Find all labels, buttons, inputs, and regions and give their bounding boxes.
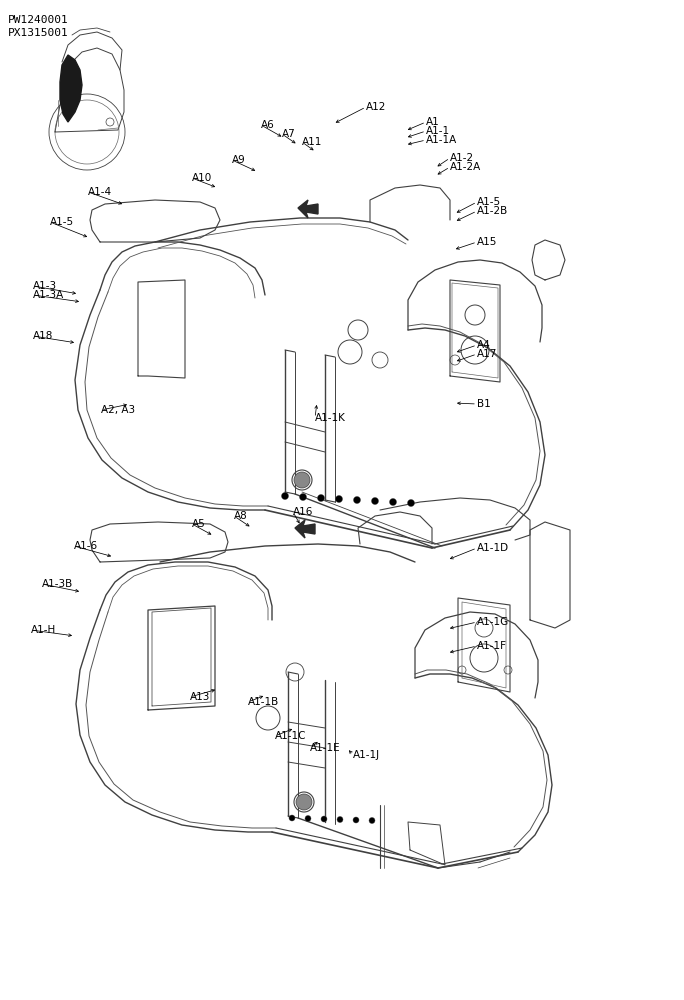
Text: A15: A15 xyxy=(477,237,497,247)
Text: A17: A17 xyxy=(477,349,497,359)
Text: A1-2A: A1-2A xyxy=(450,162,482,172)
Circle shape xyxy=(321,816,327,822)
Text: A1-1F: A1-1F xyxy=(477,641,507,651)
Text: A1-1J: A1-1J xyxy=(353,750,380,760)
Text: PW1240001: PW1240001 xyxy=(8,15,69,25)
Text: A2, A3: A2, A3 xyxy=(101,405,135,415)
Text: A1-4: A1-4 xyxy=(88,187,112,197)
Text: A5: A5 xyxy=(192,519,206,529)
Polygon shape xyxy=(60,55,82,122)
Text: A1-H: A1-H xyxy=(31,625,56,635)
Circle shape xyxy=(289,815,295,821)
Text: A1-1K: A1-1K xyxy=(315,413,346,423)
Text: A6: A6 xyxy=(261,120,275,130)
Text: A1-1D: A1-1D xyxy=(477,543,509,553)
Text: A1-1G: A1-1G xyxy=(477,617,510,627)
Circle shape xyxy=(408,499,415,506)
Text: B1: B1 xyxy=(477,399,490,409)
Circle shape xyxy=(296,794,312,810)
Text: A1-1C: A1-1C xyxy=(275,731,306,741)
Text: A1: A1 xyxy=(426,117,440,127)
Circle shape xyxy=(305,816,311,822)
Text: A8: A8 xyxy=(234,511,248,521)
Text: A1-1B: A1-1B xyxy=(248,697,279,707)
Text: A16: A16 xyxy=(293,507,313,517)
Text: A1-6: A1-6 xyxy=(74,541,98,551)
Text: A10: A10 xyxy=(192,173,212,183)
Text: A1-1: A1-1 xyxy=(426,126,450,136)
Text: A13: A13 xyxy=(190,692,211,702)
Circle shape xyxy=(300,493,306,500)
Polygon shape xyxy=(298,200,318,218)
Circle shape xyxy=(335,495,343,502)
Circle shape xyxy=(371,497,378,504)
Text: A4: A4 xyxy=(477,340,490,350)
Polygon shape xyxy=(295,520,315,538)
Text: A1-3A: A1-3A xyxy=(33,290,64,300)
Circle shape xyxy=(354,496,360,504)
Text: A18: A18 xyxy=(33,331,53,341)
Text: A1-1A: A1-1A xyxy=(426,135,457,145)
Text: PX1315001: PX1315001 xyxy=(8,28,69,38)
Circle shape xyxy=(337,816,343,822)
Text: A1-3: A1-3 xyxy=(33,281,57,291)
Text: A11: A11 xyxy=(302,137,322,147)
Text: A1-1E: A1-1E xyxy=(310,743,341,753)
Text: A12: A12 xyxy=(366,102,386,112)
Circle shape xyxy=(353,817,359,823)
Text: A1-2B: A1-2B xyxy=(477,206,508,216)
Text: A7: A7 xyxy=(282,129,295,139)
Circle shape xyxy=(317,494,324,502)
Circle shape xyxy=(282,492,289,499)
Text: A1-5: A1-5 xyxy=(477,197,501,207)
Circle shape xyxy=(294,472,310,488)
Circle shape xyxy=(369,818,375,824)
Text: A1-5: A1-5 xyxy=(50,217,74,227)
Circle shape xyxy=(389,498,397,506)
Text: A1-3B: A1-3B xyxy=(42,579,73,589)
Text: A9: A9 xyxy=(232,155,246,165)
Text: A1-2: A1-2 xyxy=(450,153,474,163)
